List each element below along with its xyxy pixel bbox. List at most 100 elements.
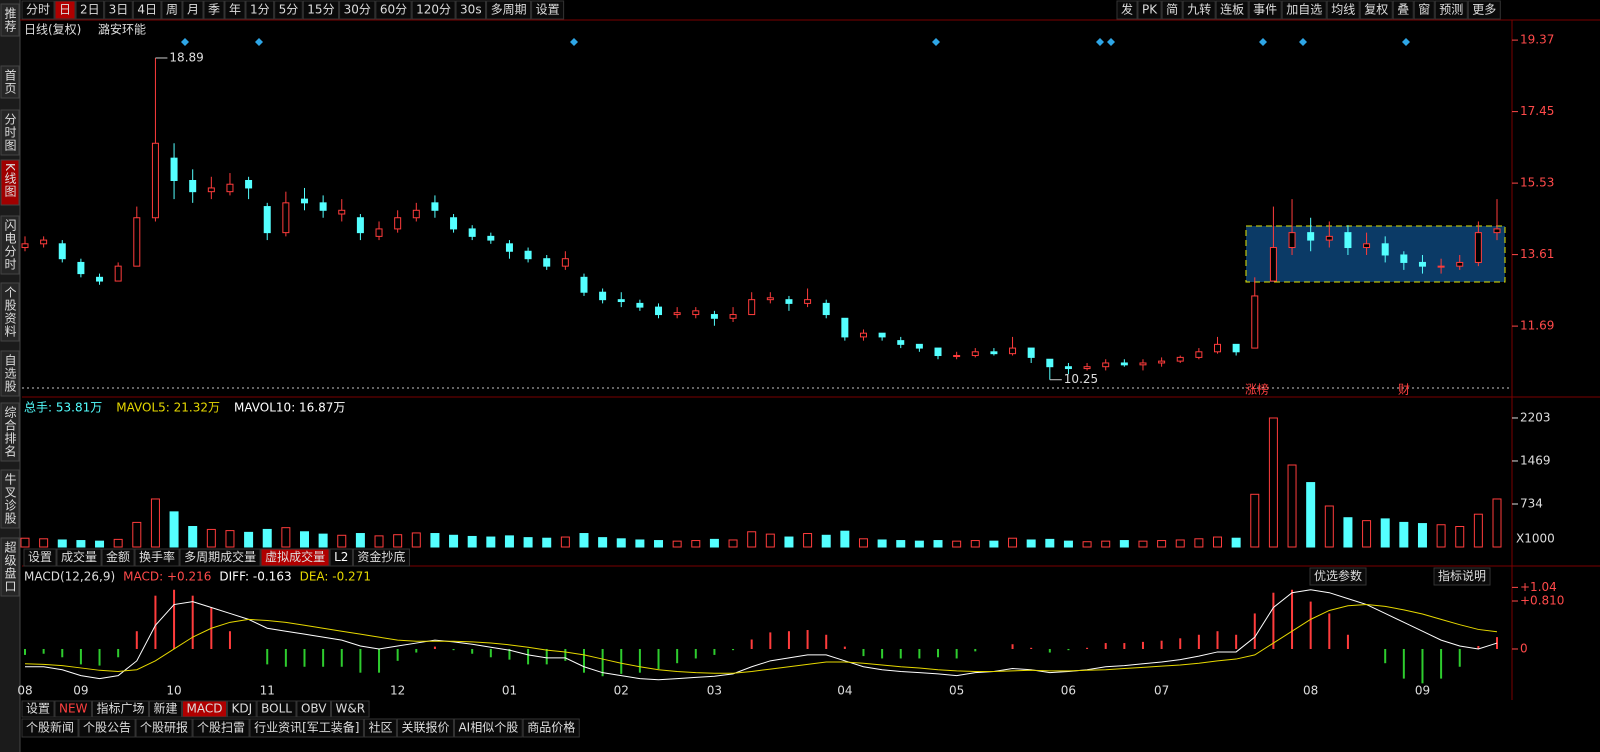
side-tab-label[interactable]: 综合排名 xyxy=(3,406,17,458)
tab-label[interactable]: 优选参数 xyxy=(1314,568,1362,583)
side-tab[interactable] xyxy=(0,350,20,397)
tab-label[interactable]: 1分 xyxy=(250,3,270,17)
tab[interactable] xyxy=(331,700,370,718)
tab[interactable] xyxy=(181,700,227,718)
side-tab-label[interactable]: 推荐 xyxy=(3,7,17,33)
side-tab-label[interactable]: 牛叉诊股 xyxy=(3,472,17,525)
tab-label[interactable]: 120分 xyxy=(416,3,451,17)
tab[interactable] xyxy=(134,548,180,567)
tab-label[interactable]: 周 xyxy=(166,3,178,17)
tab[interactable] xyxy=(226,700,257,718)
tab[interactable] xyxy=(249,718,364,738)
tab[interactable] xyxy=(224,0,246,20)
tab-label[interactable]: 事件 xyxy=(1253,3,1277,17)
tab[interactable] xyxy=(135,718,193,738)
side-tab[interactable] xyxy=(0,215,20,275)
tab[interactable] xyxy=(21,700,55,718)
tab-label[interactable]: 个股研报 xyxy=(140,720,188,735)
tab-label[interactable]: KDJ xyxy=(231,702,252,716)
tab-label[interactable]: 日 xyxy=(59,3,71,17)
tab[interactable] xyxy=(21,0,55,20)
tab-label[interactable]: 多周期成交量 xyxy=(184,549,256,564)
tab-label[interactable]: 商品价格 xyxy=(527,720,575,735)
tab[interactable] xyxy=(296,700,331,718)
tab[interactable] xyxy=(352,548,410,567)
tab[interactable] xyxy=(192,718,250,738)
tab-label[interactable]: L2 xyxy=(334,550,348,564)
tab-label[interactable]: 换手率 xyxy=(139,549,175,564)
tab-label[interactable]: 指标广场 xyxy=(96,701,144,716)
tab[interactable] xyxy=(1433,567,1491,586)
tab[interactable] xyxy=(522,718,580,738)
tab[interactable] xyxy=(1281,0,1327,20)
tab-label[interactable]: 设置 xyxy=(536,3,560,17)
tab[interactable] xyxy=(179,548,261,567)
tab[interactable] xyxy=(161,0,183,20)
tab[interactable] xyxy=(203,0,225,20)
tab-label[interactable]: AI相似个股 xyxy=(458,721,518,735)
tab-label[interactable]: 个股新闻 xyxy=(26,720,74,735)
tab-label[interactable]: 行业资讯[军工装备] xyxy=(254,721,359,735)
tab[interactable] xyxy=(274,0,303,20)
tab[interactable] xyxy=(1392,0,1414,20)
tab-label[interactable]: 均线 xyxy=(1331,3,1355,17)
side-tab[interactable] xyxy=(0,402,20,462)
side-tab[interactable] xyxy=(0,537,20,597)
tab[interactable] xyxy=(245,0,275,20)
tab[interactable] xyxy=(453,718,523,738)
tab-label[interactable]: 叠 xyxy=(1397,3,1409,17)
side-tab[interactable] xyxy=(0,159,20,206)
tab[interactable] xyxy=(104,0,133,20)
tab[interactable] xyxy=(75,0,105,20)
tab-label[interactable]: 个股扫雷 xyxy=(197,721,245,735)
tab[interactable] xyxy=(54,700,92,718)
tab[interactable] xyxy=(1326,0,1360,20)
tab[interactable] xyxy=(363,718,397,738)
tab[interactable] xyxy=(1359,0,1393,20)
tab[interactable] xyxy=(396,718,454,738)
tab-label[interactable]: 设置 xyxy=(28,550,52,564)
tab[interactable] xyxy=(1215,0,1249,20)
side-tab-label[interactable]: 分时图 xyxy=(3,113,17,152)
tab-label[interactable]: 更多 xyxy=(1472,3,1496,17)
tab-label[interactable]: 30分 xyxy=(344,3,371,17)
tab-label[interactable]: OBV xyxy=(301,702,327,716)
tab-label[interactable]: 关联报价 xyxy=(401,720,449,735)
tab[interactable] xyxy=(78,718,136,738)
tab-label[interactable]: 发 xyxy=(1121,2,1133,17)
side-tab[interactable] xyxy=(0,282,20,342)
tab-label[interactable]: 金额 xyxy=(106,549,130,564)
tab-label[interactable]: 30s xyxy=(460,3,482,17)
tab-label[interactable]: W&R xyxy=(336,702,366,716)
tab[interactable] xyxy=(132,0,162,20)
tab[interactable] xyxy=(23,548,57,567)
side-tab-label[interactable]: 个股资料 xyxy=(3,286,17,338)
tab-label[interactable]: 指标说明 xyxy=(1438,568,1486,583)
tab[interactable] xyxy=(1434,0,1468,20)
tab-label[interactable]: 简 xyxy=(1166,3,1178,17)
side-tab-label[interactable]: 自选股 xyxy=(3,354,17,393)
tab-label[interactable]: 5分 xyxy=(279,3,299,17)
tab-label[interactable]: 年 xyxy=(229,3,241,17)
tab[interactable] xyxy=(1467,0,1501,20)
tab-label[interactable]: 窗 xyxy=(1418,3,1430,17)
tab-label[interactable]: 虚拟成交量 xyxy=(265,549,325,564)
tab[interactable] xyxy=(21,718,79,738)
tab[interactable] xyxy=(54,0,76,20)
tab-label[interactable]: 2日 xyxy=(80,3,100,17)
tab-label[interactable]: 个股公告 xyxy=(83,721,131,735)
side-tab[interactable] xyxy=(0,65,20,99)
tab-label[interactable]: 加自选 xyxy=(1286,3,1322,17)
tab-label[interactable]: 设置 xyxy=(26,702,50,716)
tab[interactable] xyxy=(455,0,487,20)
tab-label[interactable]: 60分 xyxy=(380,3,407,17)
tab-label[interactable]: BOLL xyxy=(261,702,292,716)
tab-label[interactable]: 九转 xyxy=(1187,2,1211,17)
tab-label[interactable]: 连板 xyxy=(1220,2,1244,17)
side-tab-label[interactable]: 闪电分时 xyxy=(3,219,17,271)
side-tab[interactable] xyxy=(0,109,20,156)
tab[interactable] xyxy=(101,548,135,567)
tab[interactable] xyxy=(1413,0,1435,20)
tab[interactable] xyxy=(91,700,149,718)
tab[interactable] xyxy=(1161,0,1183,20)
